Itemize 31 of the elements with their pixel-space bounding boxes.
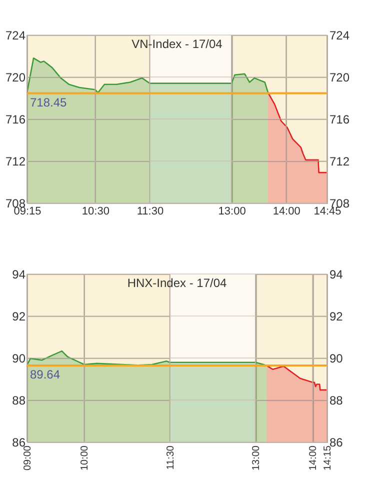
- y-tick-label: 712: [5, 154, 26, 168]
- y2-tick-label: 92: [330, 310, 344, 324]
- y-tick-label: 94: [12, 268, 26, 282]
- x-tick-label: 14:45: [314, 206, 342, 218]
- ref-line-label: 89.64: [30, 368, 60, 382]
- y-tick-label: 88: [12, 394, 26, 408]
- y2-tick-label: 88: [330, 394, 344, 408]
- y2-tick-label: 94: [330, 268, 344, 282]
- ref-line-label: 718.45: [30, 95, 68, 110]
- x-tick-label: 10:00: [80, 445, 91, 471]
- y-tick-label: 720: [5, 70, 26, 84]
- x-tick-label: 10:30: [82, 206, 110, 218]
- y-tick-label: 716: [5, 112, 26, 126]
- y2-tick-label: 724: [330, 28, 350, 42]
- x-tick-label: 09:00: [22, 445, 34, 471]
- y-tick-label: 90: [12, 352, 26, 366]
- y2-tick-label: 716: [330, 112, 350, 126]
- y2-tick-label: 90: [330, 352, 344, 366]
- y2-tick-label: 720: [330, 70, 350, 84]
- x-tick-label: 11:30: [136, 206, 164, 218]
- x-tick-label: 14:00: [308, 445, 320, 471]
- x-tick-label: 13:00: [251, 445, 262, 471]
- x-tick-label: 09:15: [14, 206, 42, 218]
- x-tick-label: 13:00: [218, 206, 246, 218]
- chart-title: VN-Index - 17/04: [132, 37, 223, 51]
- x-tick-label: 11:30: [165, 445, 176, 470]
- y2-tick-label: 712: [330, 154, 350, 168]
- x-tick-label: 14:00: [272, 206, 300, 218]
- y-tick-label: 92: [12, 310, 26, 324]
- y-tick-label: 724: [5, 28, 26, 42]
- chart-title: HNX-Index - 17/04: [127, 276, 228, 290]
